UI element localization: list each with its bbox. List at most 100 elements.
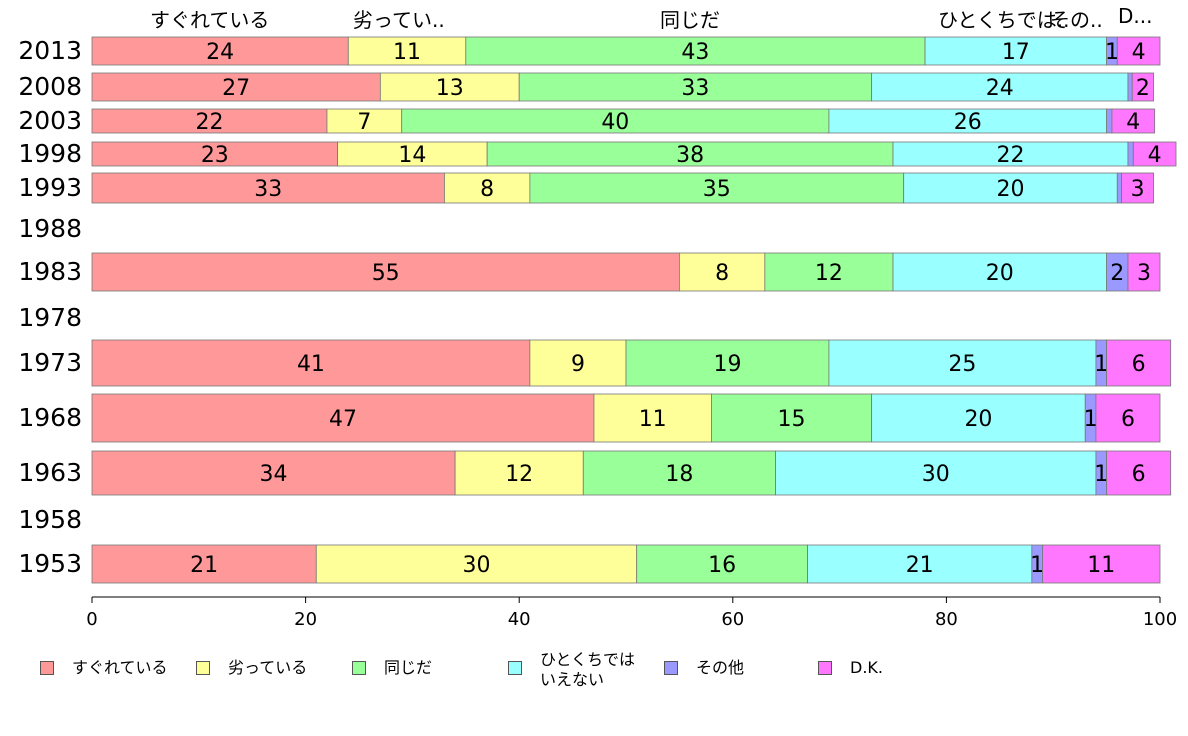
y-tick-label: 1998: [18, 139, 82, 168]
legend-label: ひとくちでは いえない: [540, 650, 636, 689]
data-label: 6: [1121, 407, 1135, 432]
bar-segment: [828, 339, 1097, 387]
data-label: 20: [996, 177, 1024, 202]
legend-label: すぐれている: [72, 658, 168, 677]
data-label: 55: [372, 261, 400, 286]
bar-segment: [1131, 72, 1154, 102]
bar-segment: [91, 544, 317, 584]
bar-segment: [892, 252, 1108, 292]
data-label: 41: [297, 352, 325, 377]
bar-segment: [454, 450, 584, 496]
legend-item: ひとくちでは いえない: [508, 650, 635, 690]
legend-item: 同じだ: [352, 658, 432, 678]
data-label: 11: [393, 40, 421, 65]
column-header-label: その..: [1050, 8, 1103, 32]
data-label: 4: [1132, 40, 1146, 65]
data-label: 13: [436, 76, 464, 101]
data-label: 43: [681, 40, 709, 65]
bar-segment: [625, 339, 830, 387]
bar-segment: [518, 72, 873, 102]
data-label: 24: [986, 76, 1014, 101]
y-tick-label: 2008: [18, 72, 82, 101]
bar-segment: [315, 544, 638, 584]
bar-segment: [807, 544, 1033, 584]
bar-segment: [1095, 393, 1161, 443]
bar-segment: [465, 36, 926, 66]
data-label: 16: [708, 553, 736, 578]
y-tick-label: 2013: [18, 36, 82, 65]
data-label: 4: [1148, 143, 1162, 168]
data-label: 24: [206, 40, 234, 65]
legend-swatch: [196, 661, 210, 675]
bar-segment: [347, 36, 467, 66]
bar-segment: [91, 339, 531, 387]
y-tick-label: 2003: [18, 106, 82, 135]
bar-segment: [529, 172, 905, 204]
column-header-label: D...: [1118, 4, 1153, 28]
bar-segment: [1127, 72, 1133, 102]
data-label: 14: [398, 143, 426, 168]
bar-segment: [764, 252, 894, 292]
legend-label: 劣っている: [228, 658, 308, 677]
bar-segment: [1116, 172, 1122, 204]
bar-segment: [1127, 141, 1134, 167]
bar-segment: [1106, 339, 1172, 387]
data-label: 1: [1094, 352, 1108, 377]
data-label: 1: [1030, 553, 1044, 578]
data-label: 30: [462, 553, 490, 578]
data-label: 35: [703, 177, 731, 202]
data-label: 33: [254, 177, 282, 202]
data-label: 11: [1087, 553, 1115, 578]
legend: すぐれている 劣っている 同じだ ひとくちでは いえない その他 D.K.: [0, 650, 1188, 700]
column-header-label: 劣ってい..: [353, 8, 445, 32]
bar-segment: [401, 108, 830, 134]
data-label: 20: [986, 261, 1014, 286]
data-label: 12: [505, 462, 533, 487]
bar-segment: [679, 252, 766, 292]
legend-item: D.K.: [818, 658, 883, 678]
bar-segment: [91, 450, 456, 496]
bar-segment: [1127, 252, 1161, 292]
legend-item: その他: [664, 658, 744, 678]
x-tick-label: 60: [721, 609, 744, 630]
data-label: 40: [601, 110, 629, 135]
bar-segment: [91, 72, 381, 102]
bar-segment: [1121, 172, 1154, 204]
bar-segment: [711, 393, 873, 443]
data-label: 22: [195, 110, 223, 135]
y-tick-label: 1958: [18, 505, 82, 534]
y-tick-label: 1973: [18, 348, 82, 377]
legend-swatch: [40, 661, 54, 675]
data-label: 9: [571, 352, 585, 377]
legend-item: 劣っている: [196, 658, 307, 678]
bar-segment: [1106, 108, 1113, 134]
legend-label: D.K.: [850, 658, 883, 677]
data-label: 7: [357, 110, 371, 135]
bar-segment: [379, 72, 520, 102]
data-label: 33: [681, 76, 709, 101]
x-tick-label: 20: [294, 609, 317, 630]
legend-swatch: [664, 661, 678, 675]
data-label: 12: [815, 261, 843, 286]
data-label: 26: [954, 110, 982, 135]
x-tick-label: 0: [86, 609, 97, 630]
x-tick-label: 100: [1143, 609, 1177, 630]
data-label: 6: [1132, 352, 1146, 377]
data-label: 27: [222, 76, 250, 101]
data-label: 15: [778, 407, 806, 432]
data-label: 11: [639, 407, 667, 432]
column-header-label: ひとくちでは..: [938, 8, 1070, 32]
bar-segment: [871, 72, 1129, 102]
bar-segment: [1042, 544, 1161, 584]
data-label: 38: [676, 143, 704, 168]
bar-segment: [582, 450, 776, 496]
bar-segment: [903, 172, 1118, 204]
bar-segment: [636, 544, 808, 584]
bar-segment: [91, 252, 680, 292]
bar-segment: [871, 393, 1086, 443]
data-label: 1: [1105, 40, 1119, 65]
bar-segment: [91, 36, 349, 66]
y-tick-label: 1993: [18, 173, 82, 202]
data-label: 2: [1110, 261, 1124, 286]
column-header-label: 同じだ: [660, 8, 720, 32]
